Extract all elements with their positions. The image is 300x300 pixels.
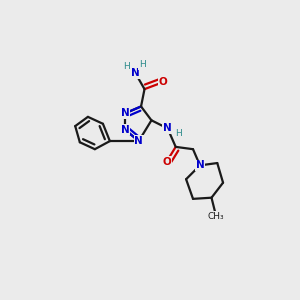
Text: N: N [121,108,129,118]
Text: H: H [139,60,146,69]
Text: N: N [163,123,172,134]
Text: N: N [134,136,143,146]
Text: N: N [131,68,140,78]
Text: N: N [196,160,204,170]
Text: O: O [159,77,167,87]
Text: H: H [175,128,182,137]
Text: O: O [162,157,171,167]
Text: H: H [123,61,129,70]
Text: CH₃: CH₃ [208,212,224,221]
Text: N: N [121,124,129,135]
